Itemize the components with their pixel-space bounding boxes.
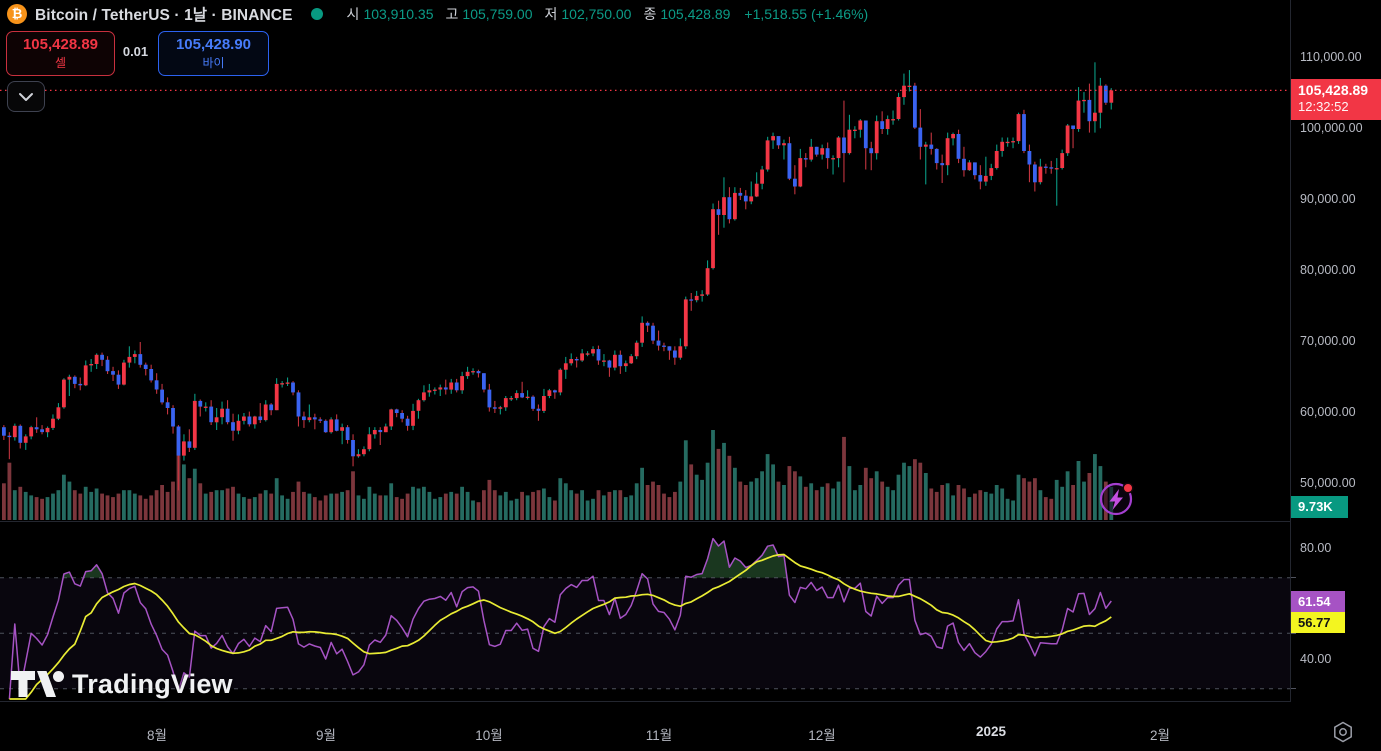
bar-close-countdown: 12:32:52 [1298,99,1349,114]
rsi-level-tick [1291,633,1296,634]
sell-button[interactable]: 105,428.89 셀 [6,31,115,76]
time-scale-label: 9월 [316,728,336,743]
time-scale-label: 8월 [147,728,167,743]
symbol-title[interactable]: Bitcoin / TetherUS · 1날 · BINANCE [35,7,293,24]
low-value: 102,750.00 [561,6,632,22]
rsi-ma-value-label: 56.77 [1291,612,1345,633]
rsi-scale-bottom: 40.00 [1300,652,1332,666]
time-scale[interactable]: 8월 9월 10월 11월 12월 2025 2월 [0,702,1381,751]
last-price-label: 105,428.89 12:32:52 [1291,79,1381,120]
price-scale-label: 90,000.00 [1300,192,1356,206]
high-label: 고 [445,6,459,22]
price-chart-canvas[interactable] [0,0,1290,702]
time-scale-label: 2월 [1150,728,1170,743]
buy-label: 바이 [202,56,225,70]
price-scale-label: 60,000.00 [1300,405,1356,419]
low-label: 저 [544,6,558,22]
price-scale-label: 70,000.00 [1300,334,1356,348]
time-scale-label: 12월 [808,728,836,743]
symbol-legend: ₿ Bitcoin / TetherUS · 1날 · BINANCE 시 10… [0,0,1297,28]
market-status-dot[interactable] [310,8,323,20]
rsi-value-label: 61.54 [1291,591,1345,612]
bitcoin-icon: ₿ [7,4,27,24]
hexagon-icon [1334,721,1352,743]
open-label: 시 [346,6,360,22]
close-label: 종 [643,6,657,22]
sell-price: 105,428.89 [22,36,99,53]
close-value: 105,428.89 [660,6,731,22]
rsi-level-tick [1291,577,1296,578]
chart-svg [0,62,1290,702]
buy-price: 105,428.90 [175,36,252,53]
ohlc-values: 시 103,910.35 고 105,759.00 저 102,750.00 종… [347,4,869,24]
time-scale-label: 11월 [645,728,673,743]
spread-value: 0.01 [122,44,149,59]
timezone-settings-button[interactable] [1331,720,1355,744]
price-scale-label: 110,000.00 [1300,50,1362,64]
sell-label: 셀 [54,56,67,70]
tradingview-logo[interactable]: TradingView [10,667,233,701]
price-scale-label: 50,000.00 [1300,476,1356,490]
buy-button[interactable]: 105,428.90 바이 [158,31,269,76]
last-price-value: 105,428.89 [1298,82,1369,98]
time-scale-label: 10월 [475,728,503,743]
time-scale-label: 2025 [975,724,1007,739]
volume-value-label: 9.73K [1291,496,1348,518]
lightning-icon [1099,482,1134,516]
chevron-down-icon [19,92,33,101]
tradingview-logo-text: TradingView [72,668,233,699]
rsi-scale-top: 80.00 [1300,541,1332,555]
tradingview-logo-icon [11,671,64,697]
open-value: 103,910.35 [363,6,434,22]
price-scale-label: 80,000.00 [1300,263,1356,277]
high-value: 105,759.00 [462,6,533,22]
boost-lightning-button[interactable] [1097,479,1137,519]
legend-collapse-button[interactable] [7,81,45,112]
change-value: +1,518.55 (+1.46%) [744,6,869,22]
rsi-level-tick [1291,688,1296,689]
price-scale-label: 100,000.00 [1300,121,1363,135]
price-scale[interactable]: 110,000.00 100,000.00 90,000.00 80,000.00 70… [1290,0,1381,751]
